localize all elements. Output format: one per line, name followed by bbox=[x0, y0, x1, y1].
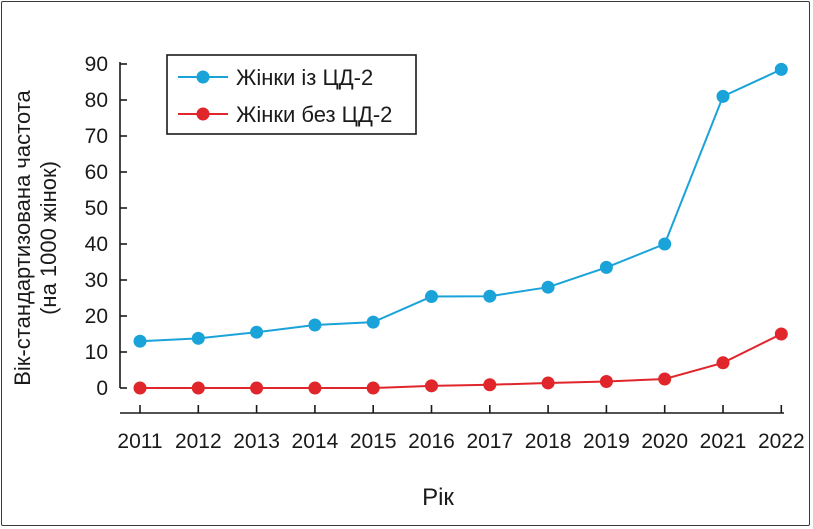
data-point-1 bbox=[191, 381, 205, 395]
y-tick-label: 20 bbox=[85, 305, 108, 328]
data-point-1 bbox=[774, 327, 788, 341]
data-point-0 bbox=[716, 89, 730, 103]
x-tick-label: 2017 bbox=[466, 430, 513, 453]
data-point-0 bbox=[658, 237, 672, 251]
data-point-1 bbox=[250, 381, 264, 395]
legend-marker-with-diabetes bbox=[196, 70, 210, 84]
x-tick-label: 2015 bbox=[350, 430, 397, 453]
data-point-0 bbox=[425, 290, 438, 304]
series-line-0 bbox=[139, 68, 782, 343]
legend-label-with-diabetes: Жінки із ЦД-2 bbox=[236, 65, 373, 90]
data-point-0 bbox=[483, 289, 497, 303]
x-axis-title: Рік bbox=[422, 484, 454, 511]
data-point-1 bbox=[425, 379, 438, 393]
data-point-1 bbox=[541, 376, 555, 390]
axes: 0 10 20 30 40 50 60 70 80 90 2011 2012 2013 2014 2015 2… bbox=[85, 53, 805, 453]
data-point-0 bbox=[250, 325, 264, 339]
legend-box bbox=[166, 54, 417, 135]
data-point-0 bbox=[133, 334, 147, 348]
y-tick-label: 90 bbox=[85, 53, 108, 76]
legend-marker-without-diabetes bbox=[196, 107, 210, 121]
y-tick-label: 0 bbox=[96, 377, 108, 400]
data-point-1 bbox=[599, 375, 613, 389]
data-point-1 bbox=[716, 356, 730, 370]
y-tick-label: 80 bbox=[85, 89, 108, 112]
y-tick-label: 30 bbox=[85, 269, 108, 292]
data-point-1 bbox=[483, 378, 497, 392]
y-tick-label: 70 bbox=[85, 125, 108, 148]
x-tick-label: 2016 bbox=[408, 430, 455, 453]
y-axis-title-line-1: Вік-стандартизована частота bbox=[10, 89, 35, 385]
data-point-0 bbox=[599, 260, 613, 274]
y-tick-label: 60 bbox=[85, 161, 108, 184]
data-point-1 bbox=[133, 381, 147, 395]
x-tick-label: 2011 bbox=[117, 430, 162, 453]
y-tick-label: 50 bbox=[85, 197, 108, 220]
series-line-1 bbox=[140, 333, 782, 389]
data-point-0 bbox=[191, 331, 205, 345]
x-tick-label: 2021 bbox=[700, 430, 747, 453]
series-layer bbox=[133, 62, 788, 395]
x-tick-label: 2018 bbox=[525, 430, 572, 453]
data-point-0 bbox=[308, 318, 322, 332]
x-tick-label: 2012 bbox=[175, 430, 222, 453]
data-point-0 bbox=[366, 315, 380, 329]
data-point-0 bbox=[541, 280, 555, 294]
y-tick-label: 10 bbox=[85, 341, 108, 364]
data-point-1 bbox=[658, 372, 672, 386]
legend: Жінки із ЦД-2 Жінки без ЦД-2 bbox=[166, 54, 417, 135]
y-axis-title-line-2: (на 1000 жінок) bbox=[36, 161, 61, 315]
legend-label-without-diabetes: Жінки без ЦД-2 bbox=[236, 102, 392, 127]
y-tick-label: 40 bbox=[85, 233, 108, 256]
x-tick-label: 2019 bbox=[583, 430, 630, 453]
y-axis-title-group: Вік-стандартизована частота (на 1000 жін… bbox=[10, 89, 61, 385]
x-tick-label: 2022 bbox=[758, 430, 805, 453]
data-point-1 bbox=[366, 381, 380, 395]
x-tick-label: 2020 bbox=[641, 430, 688, 453]
x-tick-label: 2013 bbox=[233, 430, 280, 453]
x-tick-label: 2014 bbox=[292, 430, 339, 453]
data-point-0 bbox=[774, 62, 788, 76]
data-point-1 bbox=[308, 381, 322, 395]
